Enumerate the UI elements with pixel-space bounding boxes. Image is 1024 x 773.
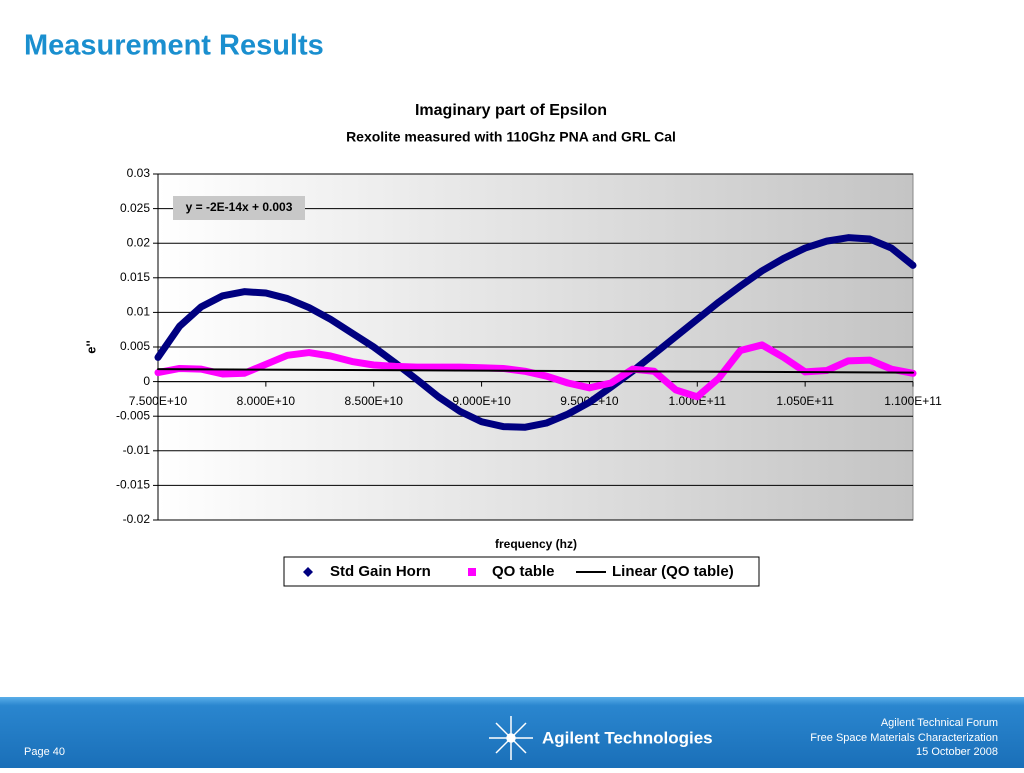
- legend-marker: [468, 568, 476, 576]
- x-tick-label: 8.500E+10: [345, 394, 404, 408]
- legend-label: Linear (QO table): [612, 563, 734, 580]
- y-tick-label: 0.03: [127, 166, 151, 180]
- series-line: [154, 234, 917, 431]
- chart-subtitle: Rexolite measured with 110Ghz PNA and GR…: [346, 129, 676, 145]
- x-tick-label: 8.000E+10: [237, 394, 296, 408]
- legend: [283, 556, 760, 587]
- y-tick-label: 0: [143, 374, 150, 388]
- y-tick-label: 0.02: [127, 235, 151, 249]
- footer-line: 15 October 2008: [916, 746, 998, 758]
- annotation-box: [173, 196, 305, 220]
- x-tick-label: 1.100E+11: [884, 394, 942, 408]
- y-axis-label: e'': [83, 340, 98, 353]
- y-tick-label: 0.025: [120, 201, 150, 215]
- y-tick-label: -0.015: [116, 478, 150, 492]
- y-tick-label: -0.02: [123, 512, 151, 526]
- page-number: Page 40: [24, 746, 65, 758]
- y-tick-label: -0.005: [116, 408, 150, 422]
- series-line: [157, 368, 914, 374]
- chart-title: Imaginary part of Epsilon: [415, 102, 607, 119]
- x-tick-label: 1.050E+11: [776, 394, 834, 408]
- x-tick-label: 9.000E+10: [452, 394, 511, 408]
- footer-band: [0, 697, 1024, 768]
- footer-line: Agilent Technical Forum: [881, 717, 998, 729]
- logo-spark: [489, 716, 533, 760]
- y-tick-label: 0.005: [120, 339, 150, 353]
- annotation: y = -2E-14x + 0.003: [186, 200, 293, 214]
- series-line: [154, 341, 917, 401]
- x-axis-label: frequency (hz): [495, 537, 577, 551]
- brand: Agilent Technologies: [542, 728, 713, 747]
- legend-label: Std Gain Horn: [330, 563, 431, 580]
- footer-line: Free Space Materials Characterization: [810, 732, 998, 744]
- legend-label: QO table: [492, 563, 555, 580]
- x-tick-label: 1.000E+11: [669, 394, 727, 408]
- legend-marker: [303, 567, 313, 577]
- x-tick-label: 7.500E+10: [129, 394, 188, 408]
- slide-title: Measurement Results: [24, 30, 324, 62]
- y-tick-label: 0.015: [120, 270, 150, 284]
- y-tick-label: 0.01: [127, 305, 151, 319]
- y-tick-label: -0.01: [123, 443, 151, 457]
